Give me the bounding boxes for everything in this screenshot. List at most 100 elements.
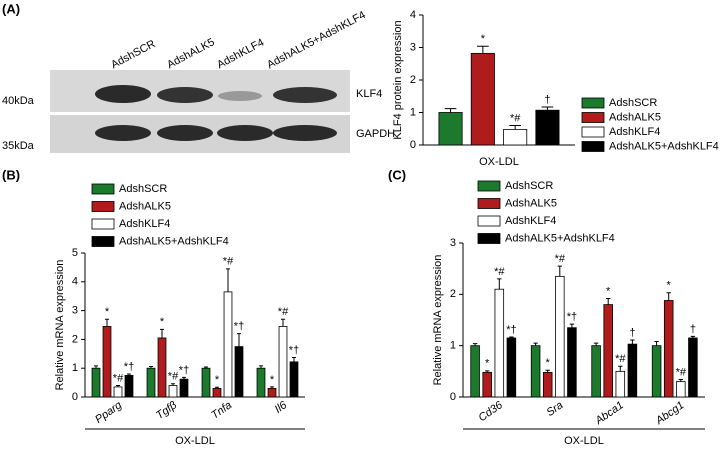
legend-swatch: [91, 201, 115, 212]
bar: [267, 387, 277, 398]
error-bar: [281, 318, 285, 327]
bar: [503, 128, 528, 146]
significance-label: *: [270, 374, 275, 386]
x-tick-label: Tgfβ: [154, 399, 180, 422]
legend-label: AdshSCR: [609, 97, 657, 109]
x-tick-label: Abca1: [593, 399, 626, 427]
y-tick-label: 2: [410, 74, 416, 86]
error-bar: [545, 369, 550, 373]
marker-label: 35kDa: [2, 140, 35, 152]
error-bar: [678, 379, 683, 382]
significance-label: *: [160, 316, 165, 328]
significance-label: *: [606, 285, 611, 297]
bar: [102, 326, 112, 398]
x-tick-label: Tnfa: [209, 399, 234, 421]
error-bar: [444, 108, 457, 113]
significance-label: *†: [506, 324, 516, 336]
bar: [223, 291, 233, 398]
significance-label: *†: [124, 361, 134, 373]
lane-label: AdshKLF4: [215, 37, 266, 72]
bar: [688, 337, 698, 398]
error-bar: [215, 386, 219, 389]
x-tick-label: OX-LDL: [479, 156, 519, 168]
significance-label: *#: [676, 366, 687, 378]
error-bar: [182, 376, 186, 380]
bar: [663, 300, 674, 398]
blot-band: [157, 87, 213, 103]
bar: [470, 52, 495, 146]
significance-label: *#: [494, 266, 505, 278]
blot-band: [273, 87, 337, 103]
lane-label: AdshSCR: [109, 38, 157, 71]
blot-band: [95, 85, 151, 103]
error-bar: [606, 297, 611, 305]
band-label: KLF4: [356, 88, 382, 100]
legend-swatch: [581, 112, 605, 123]
bar: [591, 345, 601, 398]
error-bar: [569, 323, 575, 328]
error-bar: [593, 342, 599, 346]
error-bar: [259, 365, 263, 369]
y-tick-label: 3: [410, 41, 416, 53]
significance-label: *: [481, 33, 486, 45]
legend-swatch: [581, 126, 605, 138]
legend-swatch: [91, 218, 115, 230]
error-bar: [654, 341, 659, 346]
legend-label: AdshALK5: [609, 111, 661, 123]
error-bar: [116, 384, 120, 387]
legend-label: AdshALK5+AdshKLF4: [119, 235, 229, 247]
significance-label: *#: [555, 253, 566, 265]
error-bar: [226, 268, 230, 292]
bar: [470, 345, 480, 398]
legend-label: AdshSCR: [119, 183, 167, 195]
bar: [567, 327, 577, 398]
error-bar: [270, 386, 274, 389]
blot-band: [217, 125, 273, 141]
error-bar: [497, 278, 502, 290]
error-bar: [127, 373, 131, 376]
significance-label: *†: [567, 311, 577, 323]
y-tick-label: 1: [72, 362, 78, 374]
significance-label: *†: [234, 321, 244, 333]
legend-swatch: [477, 233, 501, 244]
significance-label: †: [629, 327, 635, 339]
panel-label: (C): [388, 167, 406, 182]
legend-label: AdshKLF4: [609, 126, 660, 138]
significance-label: *#: [113, 372, 124, 384]
bar: [289, 361, 299, 398]
y-axis-label: Relative mRNA expression: [432, 255, 444, 386]
y-tick-label: 5: [72, 247, 78, 259]
y-tick-label: 3: [450, 237, 456, 249]
bar: [615, 370, 626, 398]
y-tick-label: 0: [450, 391, 456, 403]
significance-label: *: [667, 280, 672, 292]
y-axis-label: Relative mRNA expression: [54, 260, 66, 391]
bar: [603, 304, 613, 398]
y-tick-label: 1: [410, 106, 416, 118]
bar: [201, 367, 211, 398]
error-bar: [171, 383, 175, 386]
error-bar: [690, 335, 696, 338]
bar: [535, 109, 560, 146]
legend-label: AdshALK5: [505, 197, 557, 209]
bar: [627, 343, 638, 398]
significance-label: *†: [289, 344, 299, 356]
panel-label: (B): [2, 167, 20, 182]
western-blot: AdshSCR AdshALK5 AdshKLF4 AdshALK5+AdshK…: [2, 9, 395, 153]
y-tick-label: 0: [72, 391, 78, 403]
error-bar: [204, 366, 208, 369]
error-bar: [160, 328, 164, 338]
error-bar: [149, 365, 153, 369]
y-tick-label: 0: [410, 139, 416, 151]
bar: [278, 326, 288, 398]
error-bar: [509, 336, 514, 338]
legend-swatch: [91, 236, 115, 247]
bar: [91, 367, 101, 398]
error-bar: [472, 343, 478, 346]
bar: [530, 345, 541, 398]
significance-label: *#: [168, 371, 179, 383]
significance-label: †: [690, 323, 696, 335]
y-tick-label: 4: [72, 276, 78, 288]
panel-label: (A): [2, 1, 20, 16]
